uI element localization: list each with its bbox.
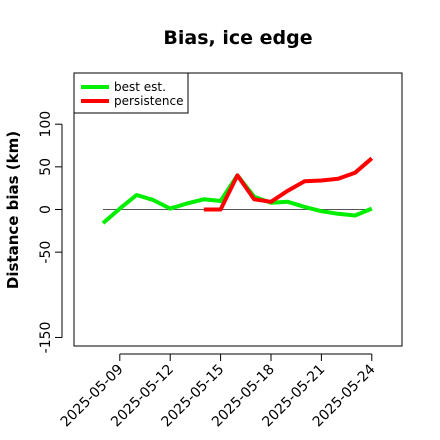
y-tick-label: 0 (38, 205, 54, 214)
y-axis-label: Distance bias (km) (4, 131, 22, 289)
series-line-best-est (101, 173, 373, 225)
legend-box (73, 72, 189, 114)
x-axis: 2025-05-092025-05-122025-05-152025-05-18… (58, 353, 379, 430)
plot-frame (73, 72, 403, 347)
y-tick-label: -50 (38, 241, 54, 264)
chart-title: Bias, ice edge (163, 27, 312, 49)
series-layer (101, 156, 374, 225)
legend-label-best-est: best est. (114, 80, 166, 94)
y-axis: -150 -50 0 50 100 (38, 111, 63, 354)
y-tick-label: 50 (38, 158, 54, 176)
y-tick-label: 100 (38, 111, 54, 138)
legend: best est. persistence (73, 72, 189, 114)
legend-label-persistence: persistence (114, 94, 183, 108)
y-tick-label: -150 (38, 322, 54, 354)
series-line-persistence (203, 156, 374, 212)
